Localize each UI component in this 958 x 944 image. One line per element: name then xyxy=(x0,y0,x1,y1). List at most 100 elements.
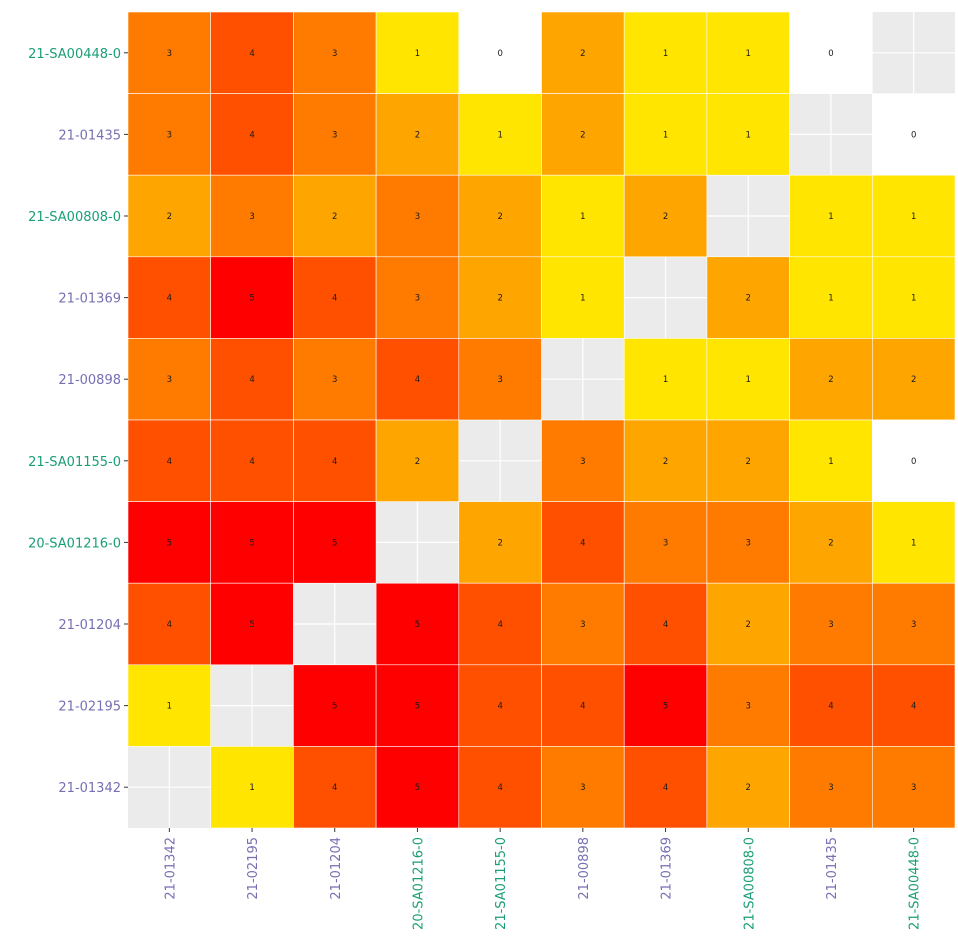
cell-value-label: 3 xyxy=(249,212,254,222)
cell-value-label: 2 xyxy=(828,538,833,548)
cell-value-label: 1 xyxy=(580,212,585,222)
heatmap-cell xyxy=(541,419,625,502)
x-tick-label: 21-SA01155-0 xyxy=(494,837,509,930)
cell-value-label: 4 xyxy=(580,702,585,712)
cell-value-label: 1 xyxy=(911,212,916,222)
cell-value-label: 2 xyxy=(167,212,172,222)
y-tick-label: 21-01342 xyxy=(58,781,121,796)
cell-value-label: 2 xyxy=(497,294,502,304)
y-tick-label: 21-SA01155-0 xyxy=(28,455,121,470)
y-tick-label: 21-SA00448-0 xyxy=(28,47,121,62)
cell-value-label: 1 xyxy=(415,49,420,59)
cell-value-label: 4 xyxy=(249,457,254,467)
cell-value-label: 1 xyxy=(746,375,751,385)
heatmap-cell xyxy=(541,174,625,258)
cell-value-label: 1 xyxy=(828,294,833,304)
heatmap-cell xyxy=(210,256,294,339)
y-tick-label: 21-01435 xyxy=(58,128,121,143)
heatmap-cell xyxy=(375,174,460,258)
cell-value-label: 3 xyxy=(828,783,833,793)
cell-value-label: 2 xyxy=(746,783,751,793)
cell-value-label: 5 xyxy=(415,620,420,630)
cell-value-label: 4 xyxy=(497,783,502,793)
heatmap-cell xyxy=(127,256,211,339)
cell-value-label: 3 xyxy=(580,620,585,630)
cell-value-label: 1 xyxy=(663,49,668,59)
heatmap-cell xyxy=(375,338,460,421)
cell-value-label: 4 xyxy=(663,620,668,630)
heatmap-cell xyxy=(127,419,211,502)
heatmap-cell xyxy=(127,338,211,421)
heatmap-cells: 3 4 3 1 0 2 1 1 0 3 4 3 2 1 2 1 1 0 2 3 2 3 2 1 2 1 1 4 5 4 3 2 1 2 1 1 3 4 3 4… xyxy=(127,11,956,829)
cell-value-label: 3 xyxy=(828,620,833,630)
cell-value-label: 1 xyxy=(746,49,751,59)
cell-value-label: 5 xyxy=(249,620,254,630)
x-tick-label: 21-01369 xyxy=(660,837,675,900)
heatmap-cell xyxy=(871,419,956,502)
x-tick-label: 21-01435 xyxy=(825,837,840,900)
heatmap-cell xyxy=(623,664,708,747)
heatmap-cell xyxy=(210,93,294,176)
heatmap-cell xyxy=(210,174,294,258)
y-tick-label: 21-SA00808-0 xyxy=(28,210,121,225)
cell-value-label: 4 xyxy=(663,783,668,793)
heatmap-cell xyxy=(623,174,708,258)
cell-value-label: 4 xyxy=(497,620,502,630)
heatmap-cell xyxy=(706,582,790,666)
heatmap-cell xyxy=(871,746,956,829)
cell-value-label: 3 xyxy=(167,49,172,59)
cell-value-label: 3 xyxy=(580,783,585,793)
heatmap-cell xyxy=(706,256,790,339)
cell-value-label: 4 xyxy=(167,294,172,304)
cell-value-label: 2 xyxy=(746,457,751,467)
heatmap-cell xyxy=(127,582,211,666)
heatmap-cell xyxy=(789,174,873,258)
cell-value-label: 3 xyxy=(580,457,585,467)
heatmap-cell xyxy=(623,11,708,94)
x-tick-label: 21-00898 xyxy=(577,837,592,900)
heatmap-cell xyxy=(871,501,956,584)
cell-value-label: 4 xyxy=(580,538,585,548)
heatmap-cell xyxy=(458,256,542,339)
y-tick-label: 20-SA01216-0 xyxy=(28,536,121,551)
y-tick-label: 21-00898 xyxy=(58,373,121,388)
cell-value-label: 1 xyxy=(580,294,585,304)
heatmap-cell xyxy=(871,93,956,176)
cell-value-label: 2 xyxy=(663,457,668,467)
cell-value-label: 0 xyxy=(828,49,833,59)
heatmap-cell xyxy=(210,338,294,421)
heatmap-cell xyxy=(458,11,542,94)
x-tick-label: 21-SA00448-0 xyxy=(908,837,923,930)
heatmap-cell xyxy=(458,582,542,666)
heatmap-cell xyxy=(789,746,873,829)
cell-value-label: 1 xyxy=(911,294,916,304)
heatmap-cell xyxy=(127,11,211,94)
heatmap-cell xyxy=(706,746,790,829)
cell-value-label: 4 xyxy=(249,49,254,59)
y-tick-label: 21-01204 xyxy=(58,618,121,633)
x-axis: 21-01342 21-02195 21-01204 20-SA01216-0 21-S… xyxy=(163,828,923,930)
cell-value-label: 3 xyxy=(415,212,420,222)
cell-value-label: 2 xyxy=(497,538,502,548)
heatmap-cell xyxy=(458,501,542,584)
cell-value-label: 5 xyxy=(415,783,420,793)
heatmap-cell xyxy=(623,582,708,666)
heatmap-cell xyxy=(293,11,377,94)
cell-value-label: 3 xyxy=(911,620,916,630)
cell-value-label: 4 xyxy=(497,702,502,712)
heatmap-cell xyxy=(789,256,873,339)
cell-value-label: 1 xyxy=(911,538,916,548)
heatmap-cell xyxy=(871,664,956,747)
cell-value-label: 4 xyxy=(332,294,337,304)
heatmap-cell xyxy=(706,338,790,421)
heatmap-cell xyxy=(871,256,956,339)
cell-value-label: 3 xyxy=(167,130,172,140)
heatmap-cell xyxy=(706,501,790,584)
cell-value-label: 3 xyxy=(415,294,420,304)
cell-value-label: 0 xyxy=(497,49,502,59)
heatmap-cell xyxy=(127,664,211,747)
heatmap-cell xyxy=(375,93,460,176)
cell-value-label: 1 xyxy=(663,375,668,385)
cell-value-label: 1 xyxy=(828,457,833,467)
heatmap-cell xyxy=(210,501,294,584)
